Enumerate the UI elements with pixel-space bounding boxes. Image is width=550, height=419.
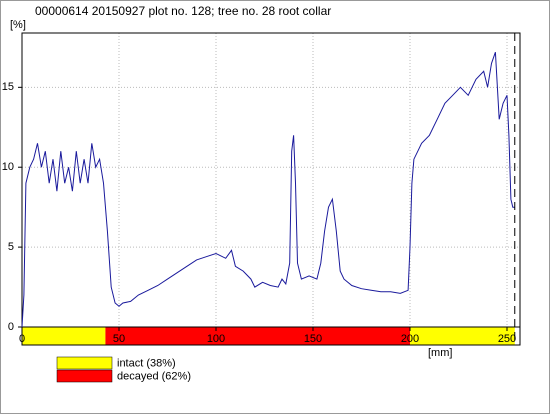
legend-label: decayed (62%) — [117, 370, 191, 382]
y-tick-label: 5 — [8, 241, 14, 253]
x-tick-label: 200 — [401, 333, 419, 345]
band — [22, 327, 106, 345]
x-axis-label: [mm] — [428, 347, 452, 359]
band — [105, 327, 411, 345]
chart-title: 00000614 20150927 plot no. 128; tree no.… — [35, 4, 331, 18]
legend-label: intact (38%) — [117, 357, 176, 369]
plot-border — [21, 32, 521, 346]
y-tick-label: 0 — [8, 321, 14, 333]
x-tick-label: 250 — [498, 333, 516, 345]
legend-swatch — [56, 356, 113, 370]
y-axis-label: [%] — [10, 19, 26, 31]
profile-line — [21, 52, 515, 328]
legend-swatch — [56, 369, 113, 383]
x-tick-label: 100 — [207, 333, 225, 345]
x-tick-label: 50 — [113, 333, 125, 345]
band — [410, 327, 515, 345]
y-tick-label: 10 — [2, 161, 14, 173]
y-tick-label: 15 — [2, 81, 14, 93]
plot-area — [22, 33, 520, 327]
x-tick-label: 150 — [304, 333, 322, 345]
